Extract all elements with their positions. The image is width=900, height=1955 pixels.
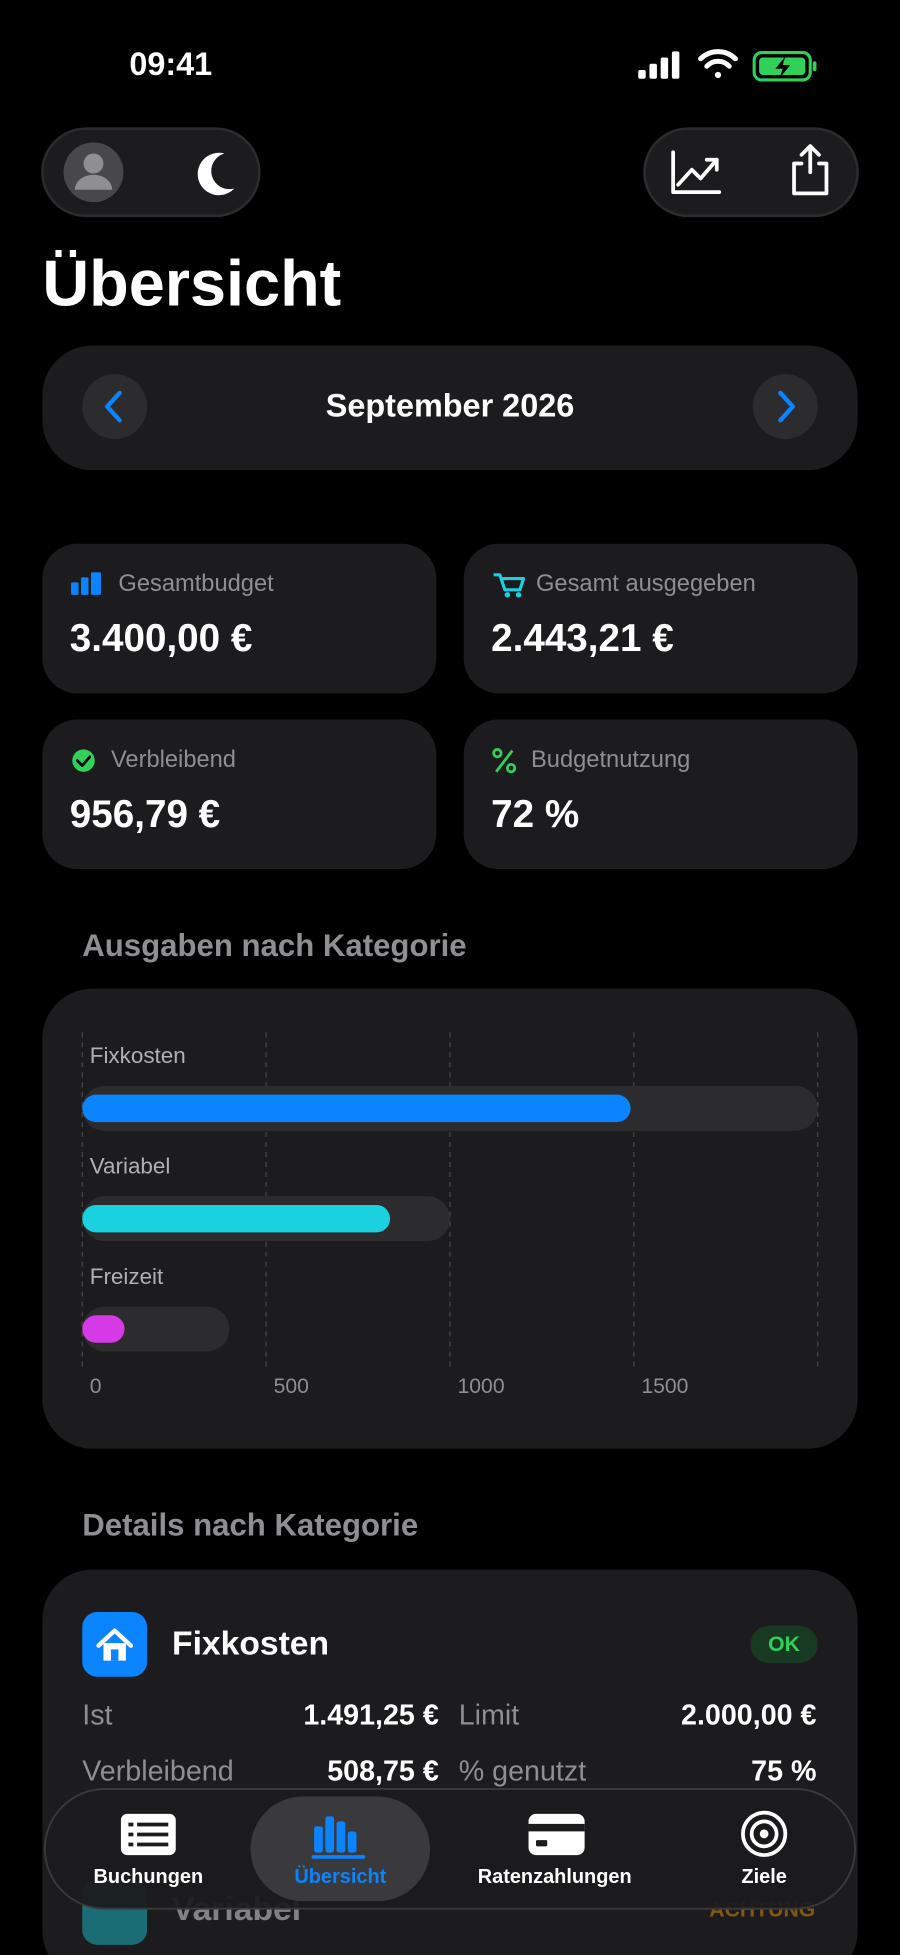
- summary-card: [42, 719, 437, 870]
- detail-label: Ist: [82, 1699, 112, 1731]
- bar: [82, 1094, 631, 1123]
- detail-value: 75 %: [751, 1755, 816, 1787]
- card-value: 3.400,00 €: [70, 617, 253, 660]
- cart-icon: [493, 573, 526, 598]
- month-selector: [42, 345, 858, 471]
- chart: 0 500 1000 1500 Fixkosten Variabel Freizeit: [81, 1032, 819, 1398]
- tab-buchungen[interactable]: Buchungen: [94, 1813, 204, 1888]
- tab-ratenzahlungen[interactable]: Ratenzahlungen: [478, 1813, 632, 1888]
- check-icon: [72, 749, 95, 772]
- page-title: Übersicht: [42, 246, 341, 319]
- status-time: 09:41: [129, 46, 212, 82]
- next-month-button[interactable]: [752, 374, 818, 439]
- category-label: Fixkosten: [90, 1043, 186, 1068]
- category-label: Freizeit: [90, 1264, 164, 1289]
- tab-ziele[interactable]: Ziele: [741, 1810, 788, 1888]
- card-value: 72 %: [491, 793, 579, 836]
- detail-label: Limit: [459, 1699, 520, 1731]
- card-label: Gesamtbudget: [118, 571, 274, 597]
- card-label: Gesamt ausgegeben: [536, 571, 756, 597]
- category-label: Variabel: [90, 1154, 171, 1179]
- wifi-icon: [698, 49, 738, 79]
- card-value: 956,79 €: [70, 793, 220, 836]
- tab-label: Ratenzahlungen: [478, 1866, 632, 1888]
- x-tick-label: 500: [274, 1375, 309, 1398]
- x-tick-label: 0: [90, 1375, 102, 1398]
- tab-label: Übersicht: [294, 1865, 386, 1888]
- bar: [82, 1204, 391, 1233]
- limit-track: [82, 1306, 230, 1352]
- detail-value: 2.000,00 €: [681, 1699, 817, 1731]
- category-name: Fixkosten: [172, 1626, 329, 1663]
- tab-bar: [43, 1788, 857, 1910]
- profile-button[interactable]: [63, 142, 124, 203]
- detail-label: % genutzt: [459, 1755, 586, 1787]
- detail-value: 508,75 €: [327, 1755, 439, 1787]
- budget-icon: [71, 572, 101, 595]
- x-tick-label: 1500: [641, 1375, 688, 1398]
- section-heading: Details nach Kategorie: [82, 1507, 418, 1542]
- detail-label: Verbleibend: [82, 1755, 233, 1787]
- summary-card: [42, 543, 437, 694]
- tab-uebersicht[interactable]: Übersicht: [294, 1816, 387, 1888]
- chart-button[interactable]: [671, 150, 722, 195]
- signal-icon: [638, 51, 680, 79]
- detail-value: 1.491,25 €: [303, 1699, 439, 1731]
- summary-card: [463, 543, 858, 694]
- card-label: Verbleibend: [111, 747, 236, 773]
- card-value: 2.443,21 €: [491, 617, 674, 660]
- x-tick-label: 1000: [457, 1375, 504, 1398]
- tab-label: Buchungen: [94, 1866, 204, 1888]
- share-button[interactable]: [792, 144, 829, 196]
- dark-mode-button[interactable]: [197, 152, 235, 196]
- month-label: September 2026: [326, 387, 574, 423]
- home-icon: [82, 1611, 148, 1677]
- section-heading: Ausgaben nach Kategorie: [82, 928, 466, 963]
- percent-icon: [492, 748, 517, 774]
- battery-icon: [752, 51, 817, 82]
- bar: [82, 1315, 125, 1343]
- status-badge: [750, 1625, 818, 1664]
- card-label: Budgetnutzung: [531, 747, 690, 773]
- prev-month-button[interactable]: [82, 374, 148, 439]
- status-text: OK: [768, 1633, 800, 1656]
- summary-card: [463, 719, 858, 870]
- tab-label: Ziele: [741, 1866, 786, 1888]
